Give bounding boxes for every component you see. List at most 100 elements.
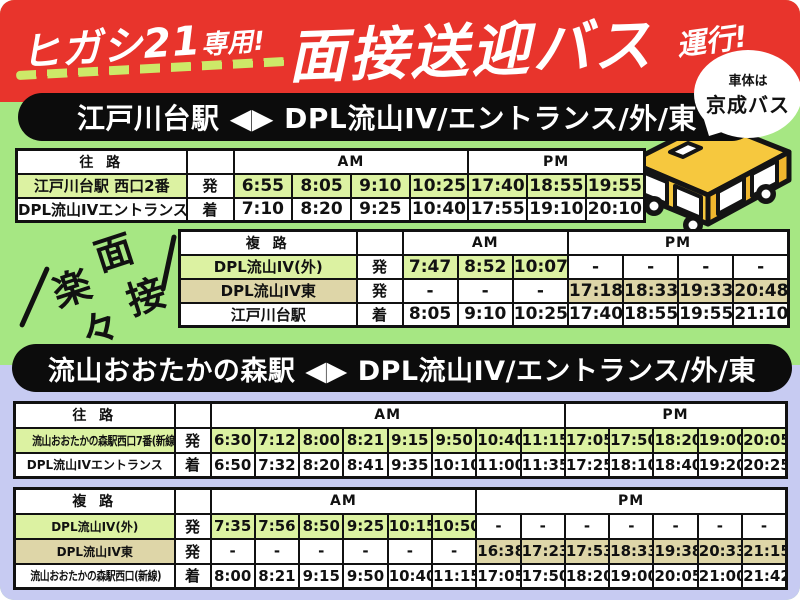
time-cell: 18:40 [652,451,699,479]
time-cell: 19:55 [584,172,646,199]
time-cell: - [342,537,389,565]
table-header-row: 複 路 AM PM [13,487,788,515]
speech-bubble-line2: 京成バス [706,93,790,117]
direction-label: 複 路 [13,487,176,515]
time-cell: 8:05 [291,172,352,199]
time-cell: 20:05 [741,426,788,454]
time-cell: 21:00 [696,562,744,590]
time-cell: 7:56 [253,512,301,540]
time-cell: 19:55 [677,301,735,328]
time-cell: 10:40 [408,196,470,223]
time-cell: 21:10 [732,301,790,328]
time-cell: 19:33 [677,277,735,304]
time-cell: - [519,512,566,540]
station-cell: 流山おおたかの森駅西口(新線) [13,562,176,590]
station-cell: DPL流山IV東 [13,537,176,565]
timetable-edogawadai-outbound: 往 路 AM PM 江戸川台駅 西口2番発 6:55 8:05 9:10 10:25 17:40… [15,148,646,223]
period-pm-label: PM [566,229,790,256]
time-cell: 17:50 [519,562,566,590]
time-cell: 19:38 [652,537,699,565]
speech-bubble: 車体は 京成バス [694,50,800,138]
headline-prefix-small: 専用! [200,26,266,61]
time-cell: 8:00 [209,562,256,590]
period-am-label: AM [209,401,566,429]
time-cell: 9:50 [342,562,389,590]
time-cell: 11:00 [475,451,522,479]
period-pm-label: PM [563,401,788,429]
time-cell: 7:10 [232,196,294,223]
time-cell: 18:20 [563,562,611,590]
time-cell: 9:50 [430,426,478,454]
time-cell: - [209,537,256,565]
time-cell: 21:15 [741,537,788,565]
time-cell: 20:10 [584,196,646,223]
time-cell: 10:07 [511,253,569,280]
departure-arrival-mark: 着 [173,451,212,479]
red-header: ヒガシ21専用! 面接送迎バス 運行! [0,0,800,102]
station-name: DPL流山IV(外) [213,258,323,276]
empty-header-cell [173,487,212,515]
departure-arrival-mark: 発 [355,253,404,280]
time-cell: 10:25 [408,172,470,199]
timetable-row: 江戸川台駅 西口2番発 6:55 8:05 9:10 10:25 17:40 18:55 19… [15,172,646,199]
station-cell: 江戸川台駅 [178,301,358,328]
time-cell: 17:40 [467,172,529,199]
timetable-row: DPL流山IV東発 - - - - - -16:38 17:23 17:53 18:33 19:38… [13,537,788,565]
time-cell: 18:10 [608,451,655,479]
station-cell: DPL流山IV(外) [13,512,176,540]
time-cell: 8:50 [298,512,345,540]
time-cell: - [475,512,522,540]
time-cell: 11:15 [519,426,566,454]
timetable-row: 江戸川台駅 着 8:05 9:10 10:25 17:40 18:55 19:55 21:10 [178,301,790,328]
accent-stroke-right [160,234,177,292]
time-cell: - [401,277,459,304]
timetable-row: DPL流山IVエントランス着 7:10 8:20 9:25 10:40 17:55 19:1… [15,196,646,223]
period-pm-label: PM [475,487,788,515]
time-cell: 20:25 [741,451,788,479]
station-name: 江戸川台駅 西口2番 [33,177,170,195]
time-cell: 20:33 [696,537,744,565]
empty-header-cell [173,401,212,429]
time-cell: 18:33 [622,277,680,304]
route-banner-otakanomori: 流山おおたかの森駅 ◀▶ DPL流山IV/エントランス/外/東 [12,344,792,392]
timetable-otakanomori-return: 複 路 AM PM DPL流山IV(外) 発 7:35 7:56 8:50 9:25 10:15 1… [13,487,788,590]
direction-label: 往 路 [13,401,176,429]
departure-arrival-mark: 発 [173,512,212,540]
time-cell: 18:55 [526,172,587,199]
bus-icon [627,118,792,235]
period-pm-label: PM [467,148,646,175]
time-cell: 11:15 [430,562,478,590]
time-cell: - [456,277,514,304]
time-cell: 19:00 [608,562,655,590]
time-cell: 10:50 [430,512,478,540]
time-cell: - [566,253,625,280]
time-cell: - [386,537,433,565]
time-cell: 7:32 [253,451,301,479]
time-cell: 9:35 [386,451,433,479]
time-cell: 10:40 [386,562,433,590]
time-cell: 20:48 [732,277,790,304]
time-cell: 17:05 [475,562,522,590]
time-cell: 10:15 [386,512,433,540]
station-cell: DPL流山IVエントランス [15,196,188,223]
time-cell: 17:50 [608,426,655,454]
timetable-row: DPL流山IV東発 - - -17:18 18:33 19:33 20:48 [178,277,790,304]
route-banner-edogawadai: 江戸川台駅 ◀▶ DPL流山IV/エントランス/外/東 [18,93,756,141]
time-cell: 6:50 [209,451,256,479]
time-cell: 9:10 [349,172,411,199]
time-cell: 10:25 [511,301,569,328]
timetable-row: 流山おおたかの森駅西口7番(新線) 発 6:30 7:12 8:00 8:21 9:15 9:… [13,426,788,454]
time-cell: 17:53 [563,537,611,565]
station-cell: 江戸川台駅 西口2番 [15,172,188,199]
timetable-row: 流山おおたかの森駅西口(新線) 着 8:00 8:21 9:15 9:50 10:40 11:… [13,562,788,590]
period-am-label: AM [232,148,470,175]
departure-arrival-mark: 発 [355,277,404,304]
time-cell: - [608,512,655,540]
station-name: DPL流山IV(外) [51,519,139,534]
time-cell: 10:40 [475,426,522,454]
time-cell: 6:55 [232,172,294,199]
direction-label: 往 路 [15,148,188,175]
time-cell: 17:18 [566,277,625,304]
period-am-label: AM [401,229,569,256]
time-cell: 8:41 [342,451,389,479]
